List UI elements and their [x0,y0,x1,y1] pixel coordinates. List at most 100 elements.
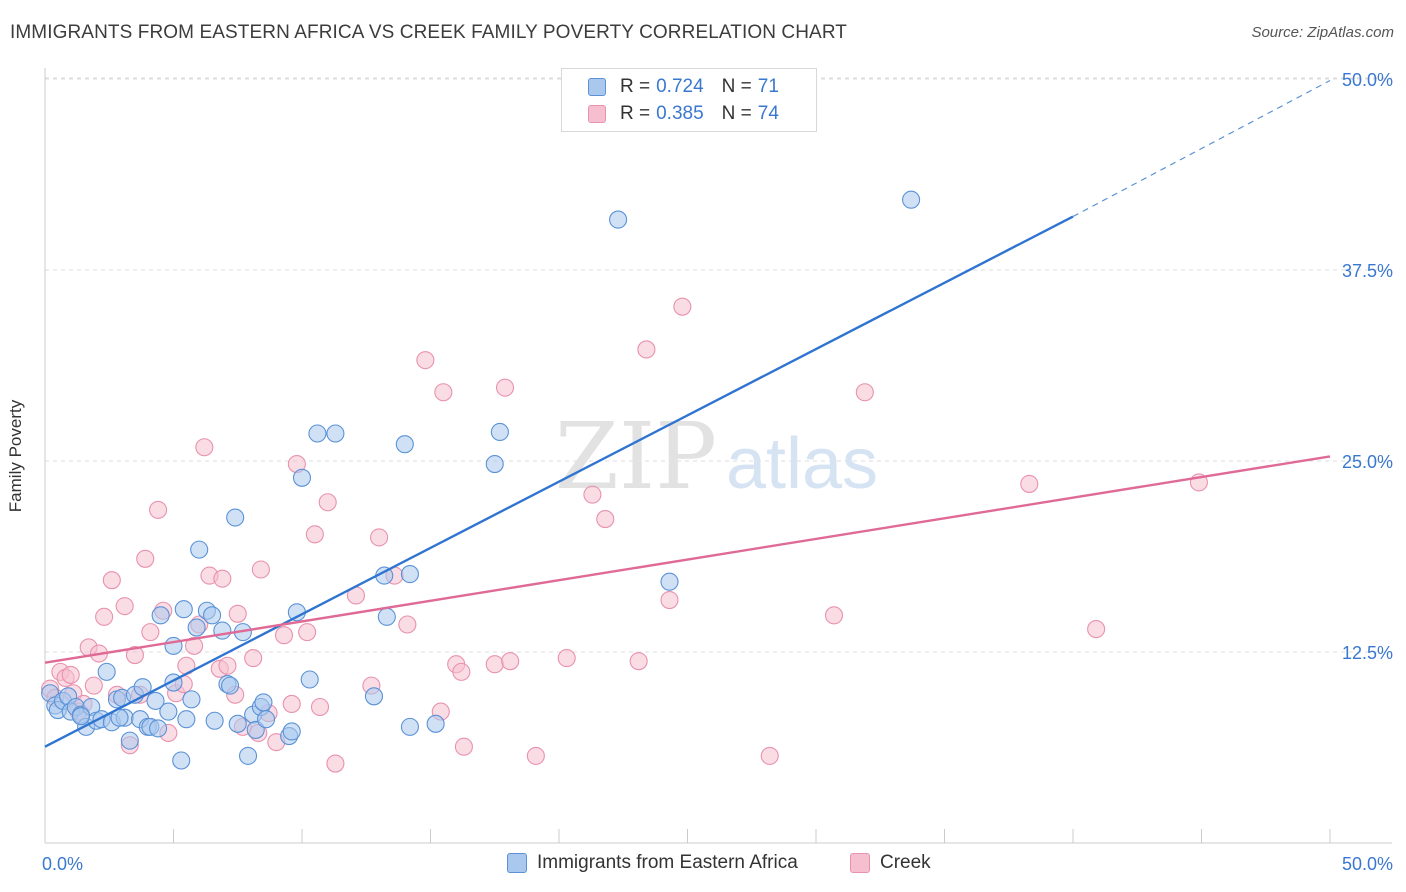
creek-points [41,297,1208,773]
creek-point [855,383,874,402]
eastern-africa-point [174,600,193,619]
eastern-africa-point [400,717,419,736]
creek-point [1020,474,1039,493]
legend-n-label: N = [721,76,752,97]
tick-labels: 12.5% 25.0% 37.5% 50.0% 0.0% 50.0% [42,70,1393,874]
creek-point [596,510,615,529]
watermark-zip: ZIP [555,403,717,510]
legend-swatch-blue [507,853,527,873]
eastern-africa-point [149,719,168,738]
creek-point [526,746,545,765]
chart-title: IMMIGRANTS FROM EASTERN AFRICA VS CREEK … [10,22,848,43]
legend-row-creek: R = 0.385 N = 74 [588,102,779,126]
creek-point [213,569,232,588]
source-label: Source: ZipAtlas.com [1251,24,1394,41]
creek-point [495,378,515,397]
legend-item-creek: Creek [850,852,931,874]
eastern-africa-point [182,690,201,709]
creek-point [1087,620,1106,639]
legend-label-creek: Creek [880,852,931,873]
eastern-africa-point [308,424,327,443]
eastern-africa-point [226,508,245,527]
y-tick-label: 50.0% [1342,70,1393,90]
creek-point [251,560,270,579]
eastern-africa-point [902,190,921,209]
eastern-africa-point [326,424,345,443]
creek-point [760,746,779,765]
creek-point [149,500,168,519]
x-tick-label: 50.0% [1342,854,1393,874]
creek-point [185,636,204,655]
eastern-africa-point [172,751,191,770]
legend-r-value: 0.724 [656,76,704,97]
series-legend: Immigrants from Eastern Africa Creek [0,852,1406,878]
creek-point [244,649,263,668]
eastern-africa-point [287,603,306,622]
correlation-legend: R = 0.724 N = 71 R = 0.385 N = 74 [561,68,817,132]
eastern-africa-point [190,540,209,559]
creek-point [305,525,324,544]
eastern-africa-point [254,693,273,712]
creek-point [583,485,602,504]
eastern-africa-point [205,711,224,730]
legend-swatch-pink [850,853,870,873]
eastern-africa-point [177,710,196,729]
creek-point [228,604,247,623]
creek-trend-line [44,455,1331,664]
eastern-africa-point [364,687,384,706]
eastern-africa-point [238,746,258,765]
legend-row-eastern-africa: R = 0.724 N = 71 [588,75,779,99]
legend-n-label: N = [721,103,752,124]
creek-point [310,697,330,717]
legend-r-value: 0.385 [656,103,704,124]
eastern-africa-point [203,606,222,625]
eastern-africa-point [71,707,91,726]
legend-swatch-pink [588,105,606,123]
watermark: ZIP atlas [555,403,878,510]
eastern-africa-point [97,662,116,681]
creek-point [629,652,648,671]
creek-point [824,606,844,625]
creek-point [195,438,214,457]
creek-point [454,737,473,756]
creek-point [557,649,576,668]
legend-swatch-blue [588,78,606,96]
eastern-africa-point [120,731,139,750]
eastern-africa-point [187,618,206,637]
eastern-africa-point [256,710,276,729]
eastern-africa-point [660,572,679,591]
eastern-africa-point [609,210,628,229]
creek-point [102,571,121,590]
eastern-africa-point [146,691,165,710]
creek-point [398,615,417,634]
legend-label-eastern-africa: Immigrants from Eastern Africa [537,852,798,873]
eastern-africa-point [228,714,247,733]
creek-point [370,528,389,547]
watermark-atlas: atlas [726,424,878,504]
legend-n-value: 71 [757,76,779,97]
eastern-africa-point [282,722,301,741]
eastern-africa-point [213,621,232,640]
creek-point [84,676,103,695]
creek-point [416,351,435,370]
creek-point [637,340,656,359]
eastern-africa-trend-extension [1072,79,1331,218]
creek-point [282,694,301,714]
creek-point [274,626,294,645]
creek-point [125,646,144,665]
eastern-africa-points [41,190,921,770]
creek-point [141,623,160,642]
legend-item-eastern-africa: Immigrants from Eastern Africa [507,852,798,874]
eastern-africa-point [151,606,170,625]
creek-point [452,662,471,681]
legend-r-label: R = [620,76,651,97]
creek-point [501,652,520,671]
eastern-africa-point [400,565,419,584]
eastern-africa-point [292,468,312,487]
eastern-africa-point [220,676,240,695]
y-tick-label: 12.5% [1342,643,1393,663]
creek-point [61,665,80,684]
eastern-africa-point [490,422,509,442]
eastern-africa-point [426,714,445,733]
